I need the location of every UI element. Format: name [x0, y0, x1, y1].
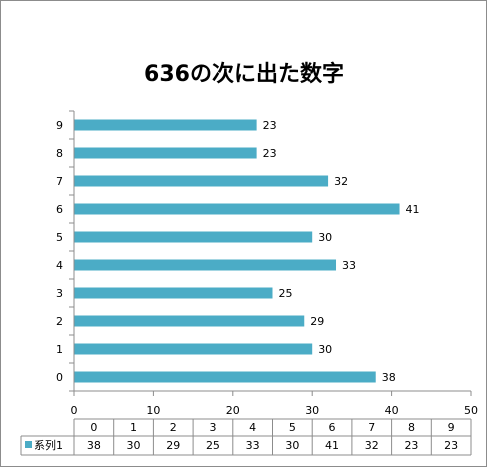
category-label-7: 7: [56, 175, 63, 188]
bar-0: [74, 371, 376, 383]
table-header-3: 3: [209, 421, 216, 434]
table-header-4: 4: [249, 421, 256, 434]
table-value-0: 38: [87, 439, 101, 452]
x-tick-label-20: 20: [226, 404, 240, 417]
category-label-3: 3: [56, 287, 63, 300]
bar-9: [74, 119, 257, 131]
table-header-7: 7: [368, 421, 375, 434]
table-value-7: 32: [365, 439, 379, 452]
plot-area: 0 38 1 30 2 29 3 25 4 33 5 30 6 41 7 32 8 23 9 23 0 10 20 30 40 5…: [56, 110, 478, 417]
table-header-8: 8: [408, 421, 415, 434]
data-label-9: 23: [263, 119, 277, 132]
data-label-1: 30: [318, 343, 332, 356]
bar-2: [74, 315, 305, 327]
category-label-2: 2: [56, 315, 63, 328]
data-label-7: 32: [334, 175, 348, 188]
bar-8: [74, 147, 257, 159]
bar-1: [74, 343, 313, 355]
data-label-8: 23: [263, 147, 277, 160]
data-label-0: 38: [382, 371, 396, 384]
table-value-1: 30: [127, 439, 141, 452]
table-header-9: 9: [448, 421, 455, 434]
table-value-2: 29: [166, 439, 180, 452]
data-label-2: 29: [310, 315, 324, 328]
data-label-3: 25: [279, 287, 293, 300]
x-tick-label-10: 10: [146, 404, 160, 417]
table-value-5: 30: [285, 439, 299, 452]
x-tick-label-30: 30: [305, 404, 319, 417]
category-label-9: 9: [56, 119, 63, 132]
series-name: 系列1: [34, 438, 63, 452]
x-tick-label-40: 40: [385, 404, 399, 417]
table-header-5: 5: [289, 421, 296, 434]
table-value-8: 23: [404, 439, 418, 452]
category-label-8: 8: [56, 147, 63, 160]
data-label-5: 30: [318, 231, 332, 244]
data-label-4: 33: [342, 259, 356, 272]
bar-3: [74, 287, 273, 299]
category-label-0: 0: [56, 371, 63, 384]
data-table: 系列1 0 38 1 30 2 29 3 25 4 33 5 30 6 41 7 32 8 23 9 23: [20, 418, 472, 456]
table-value-9: 23: [444, 439, 458, 452]
chart-title: 636の次に出た数字: [144, 61, 344, 87]
category-label-5: 5: [56, 231, 63, 244]
bar-4: [74, 259, 337, 271]
bar-7: [74, 175, 329, 187]
table-value-4: 33: [246, 439, 260, 452]
table-header-2: 2: [170, 421, 177, 434]
table-header-6: 6: [329, 421, 336, 434]
category-label-4: 4: [56, 259, 63, 272]
table-value-3: 25: [206, 439, 220, 452]
x-tick-label-50: 50: [464, 404, 478, 417]
category-label-6: 6: [56, 203, 63, 216]
bar-6: [74, 203, 400, 215]
bar-5: [74, 231, 313, 243]
data-label-6: 41: [406, 203, 420, 216]
x-tick-label-0: 0: [71, 404, 78, 417]
legend-key: [25, 441, 32, 448]
table-value-6: 41: [325, 439, 339, 452]
category-label-1: 1: [56, 343, 63, 356]
table-header-0: 0: [90, 421, 97, 434]
table-header-1: 1: [130, 421, 137, 434]
